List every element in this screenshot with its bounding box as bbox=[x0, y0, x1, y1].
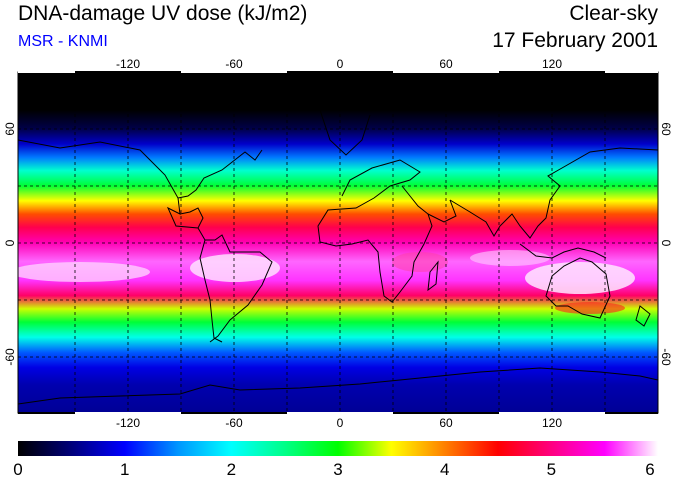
high-dose-patch-south-america bbox=[190, 254, 280, 282]
dip-atlantic bbox=[392, 252, 448, 272]
lon-label-top: 60 bbox=[439, 57, 453, 71]
lon-label-top: -60 bbox=[225, 57, 243, 71]
coast-europe-africa bbox=[317, 159, 433, 303]
lon-label-top: 120 bbox=[542, 57, 562, 71]
lat-label-left: -60 bbox=[3, 348, 17, 366]
lat-label-right: 60 bbox=[659, 122, 673, 136]
map-frame bbox=[17, 71, 659, 414]
coast-antarctica bbox=[18, 367, 658, 405]
map-source: MSR - KNMI bbox=[18, 33, 108, 50]
sky-condition: Clear-sky bbox=[569, 2, 658, 25]
lon-label-top: 0 bbox=[337, 57, 344, 71]
lat-label-right: 0 bbox=[659, 240, 673, 247]
colorbar-label: 5 bbox=[547, 460, 556, 479]
coast-asia bbox=[449, 147, 658, 239]
high-dose-patch-indian bbox=[470, 250, 550, 266]
coast-indonesia bbox=[519, 243, 607, 259]
lon-label-bottom: -120 bbox=[116, 416, 140, 430]
lat-labels-right: 60 0 -60 bbox=[659, 122, 673, 366]
colorbar-label: 4 bbox=[440, 460, 449, 479]
colorbar-labels: 0 1 2 3 4 5 6 bbox=[13, 460, 654, 479]
lon-label-bottom: 0 bbox=[337, 416, 344, 430]
lat-label-left: 60 bbox=[3, 122, 17, 136]
lat-labels-left: 60 0 -60 bbox=[3, 122, 17, 366]
lon-label-bottom: 120 bbox=[542, 416, 562, 430]
lat-label-right: -60 bbox=[659, 348, 673, 366]
coast-madagascar bbox=[427, 260, 439, 292]
colorbar-label: 6 bbox=[645, 460, 654, 479]
coast-arabia bbox=[427, 199, 457, 223]
colorbar-label: 1 bbox=[120, 460, 129, 479]
lat-label-left: 0 bbox=[3, 239, 17, 246]
colorbar-label: 3 bbox=[333, 460, 342, 479]
graticule bbox=[18, 72, 658, 413]
coastlines bbox=[18, 109, 658, 405]
colorbar-label: 2 bbox=[227, 460, 236, 479]
coast-new-zealand bbox=[635, 305, 651, 327]
colorbar-label: 0 bbox=[13, 460, 22, 479]
high-dose-patch-pacific bbox=[18, 262, 150, 282]
lon-label-bottom: 60 bbox=[439, 416, 453, 430]
colorbar bbox=[18, 441, 658, 456]
map-date: 17 February 2001 bbox=[492, 29, 658, 52]
lon-labels-top: -120 -60 0 60 120 bbox=[116, 57, 562, 71]
red-patch-australia-south bbox=[555, 302, 625, 314]
coast-greenland bbox=[319, 109, 371, 156]
lon-label-top: -120 bbox=[116, 57, 140, 71]
coast-gulf bbox=[179, 207, 204, 229]
dose-field bbox=[18, 72, 658, 413]
map-title: DNA-damage UV dose (kJ/m2) bbox=[18, 2, 308, 25]
high-dose-patch-australia bbox=[525, 262, 635, 294]
lon-label-bottom: -60 bbox=[225, 416, 243, 430]
regional-patches bbox=[18, 250, 635, 314]
coast-central-america bbox=[177, 149, 263, 199]
lon-labels-bottom: -120 -60 0 60 120 bbox=[116, 416, 562, 430]
